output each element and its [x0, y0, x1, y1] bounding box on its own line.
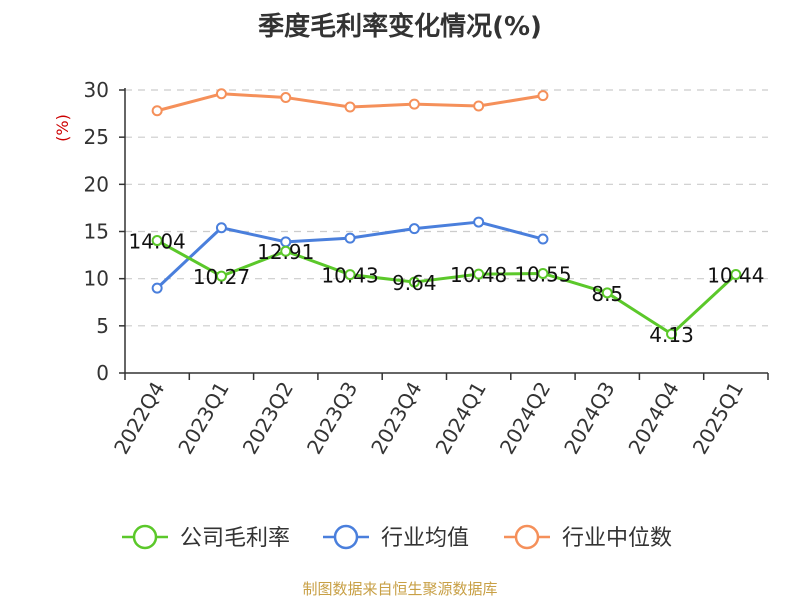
- data-label: 8.5: [591, 282, 623, 306]
- y-tick-label: 10: [84, 267, 109, 291]
- series-layer: [151, 88, 742, 340]
- series-point-3: [537, 90, 549, 102]
- x-tick-label: 2024Q4: [623, 378, 683, 459]
- x-tick-label: 2024Q3: [559, 378, 619, 459]
- x-tick-label: 2025Q1: [688, 378, 748, 459]
- series-point-2: [473, 216, 485, 228]
- legend-entry-label: 行业中位数: [562, 526, 672, 551]
- x-tick-label: 2023Q1: [173, 378, 233, 459]
- x-tick-label: 2023Q3: [302, 378, 362, 459]
- series-point-3: [280, 92, 292, 104]
- series-point-2: [215, 222, 227, 234]
- legend-marker: [132, 524, 158, 550]
- y-tick-label: 5: [96, 314, 109, 338]
- series-point-3: [344, 101, 356, 113]
- series-point-1: [730, 269, 742, 281]
- legend-marker: [333, 524, 359, 550]
- series-line-1: [156, 239, 737, 336]
- legend-entry-label: 公司毛利率: [180, 526, 290, 551]
- data-label: 10.44: [707, 264, 764, 288]
- legend-entry-label: 行业均值: [381, 526, 469, 551]
- series-point-3: [408, 98, 420, 110]
- y-tick-label: 30: [84, 78, 109, 102]
- series-point-1: [280, 245, 292, 257]
- y-tick-label: 20: [84, 172, 109, 196]
- x-tick-label: 2022Q4: [109, 378, 169, 459]
- series-point-1: [473, 268, 485, 280]
- x-tick-label: 2023Q4: [366, 378, 426, 459]
- series-point-2: [151, 282, 163, 294]
- legend: 公司毛利率 行业均值 行业中位数: [122, 524, 672, 551]
- series-point-1: [151, 235, 163, 247]
- grid-layer: [125, 89, 768, 327]
- series-point-1: [408, 276, 420, 288]
- x-tick-label: 2024Q1: [431, 378, 491, 459]
- series-point-1: [215, 270, 227, 282]
- data-label: 12.91: [257, 240, 314, 264]
- legend-marker: [514, 524, 540, 550]
- x-tick-label: 2024Q2: [495, 378, 555, 459]
- series-point-1: [601, 287, 613, 299]
- data-label: 10.27: [193, 265, 250, 289]
- data-label: 10.48: [450, 263, 507, 287]
- series-point-1: [344, 269, 356, 281]
- series-point-1: [666, 328, 678, 340]
- y-axis-label: (%): [53, 114, 72, 142]
- series-point-3: [473, 100, 485, 112]
- series-point-2: [537, 233, 549, 245]
- data-label: 4.13: [649, 323, 694, 347]
- series-point-2: [408, 223, 420, 235]
- data-label: 14.04: [129, 230, 186, 254]
- y-tick-label: 0: [96, 361, 109, 385]
- chart-title: 季度毛利率变化情况(%): [258, 12, 542, 42]
- series-point-3: [215, 88, 227, 100]
- y-tick-label: 15: [84, 220, 109, 244]
- axis-layer: 0 5 10 15 20 25 30 2022Q4 2023Q1 2023Q2 2023Q3 2023…: [84, 78, 769, 459]
- data-label-layer: 14.04 10.27 12.91 10.43 9.64 10.48 10.55 8.5 4.1…: [129, 230, 765, 347]
- y-tick-label: 25: [84, 125, 109, 149]
- source-note: 制图数据来自恒生聚源数据库: [302, 580, 498, 598]
- series-point-1: [537, 267, 549, 279]
- data-label: 10.55: [514, 262, 571, 286]
- x-tick-label: 2023Q2: [238, 378, 298, 459]
- series-point-3: [151, 105, 163, 117]
- data-label: 9.64: [392, 271, 437, 295]
- series-point-2: [344, 232, 356, 244]
- data-label: 10.43: [321, 264, 378, 288]
